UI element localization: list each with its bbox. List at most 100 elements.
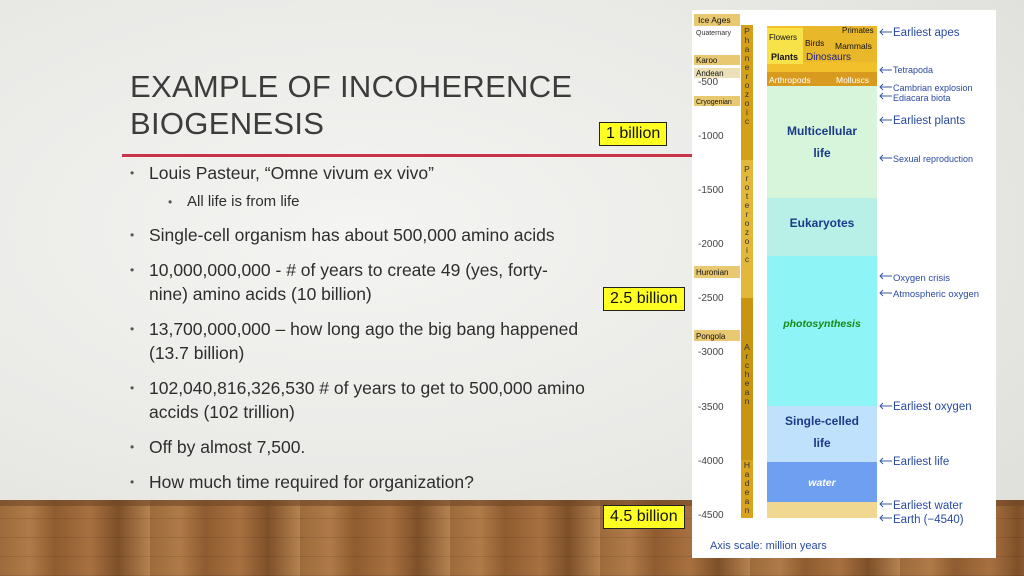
callout-2-5-billion: 2.5 billion bbox=[603, 287, 685, 311]
eon-proterozoic-bar bbox=[741, 160, 753, 298]
primates-label: Primates bbox=[842, 26, 874, 35]
event-label: Cambrian explosion bbox=[893, 83, 973, 93]
bullet-text: Off by almost 7,500. bbox=[149, 437, 306, 457]
bullet-item: • Louis Pasteur, “Omne vivum ex vivo” bbox=[130, 161, 434, 185]
tick-label: -3500 bbox=[698, 402, 724, 413]
ice-ages-label: Ice Ages bbox=[698, 15, 731, 25]
bullet-text-line1: 13,700,000,000 – how long ago the big ba… bbox=[149, 319, 579, 339]
bullet-text: Louis Pasteur, “Omne vivum ex vivo” bbox=[149, 163, 434, 183]
title-line-2: BIOGENESIS bbox=[130, 106, 325, 141]
tick-label: -3000 bbox=[698, 347, 724, 358]
event-label: Earliest plants bbox=[893, 115, 965, 127]
mammals-label: Mammals bbox=[835, 41, 872, 51]
andean-box bbox=[694, 68, 740, 78]
huronian-box bbox=[694, 266, 740, 278]
photosynthesis-block bbox=[767, 256, 877, 406]
event-label: Oxygen crisis bbox=[893, 273, 950, 284]
tick-label: -500 bbox=[698, 77, 718, 88]
tick-label: -1500 bbox=[698, 185, 724, 196]
cryogenian-box bbox=[694, 96, 740, 106]
bullet-item: • Single-cell organism has about 500,000… bbox=[130, 223, 555, 247]
andean-label: Andean bbox=[696, 69, 724, 78]
plants-label: Plants bbox=[771, 52, 798, 62]
arrow-icon bbox=[879, 116, 892, 124]
single-celled-block bbox=[767, 406, 877, 462]
tick-label: -4000 bbox=[698, 456, 724, 467]
arrow-icon bbox=[879, 402, 892, 410]
photosynthesis-label: photosynthesis bbox=[782, 318, 861, 330]
arrow-icon bbox=[879, 66, 892, 74]
event-label: Atmospheric oxygen bbox=[893, 289, 979, 300]
arthropods-block bbox=[767, 72, 877, 86]
water-block bbox=[767, 462, 877, 502]
karoo-label: Karoo bbox=[696, 56, 718, 65]
flowers-label: Flowers bbox=[769, 33, 797, 42]
eukaryotes-block bbox=[767, 198, 877, 256]
arrow-icon bbox=[879, 272, 892, 280]
quaternary-label: Quaternary bbox=[696, 30, 732, 37]
pongola-label: Pongola bbox=[696, 332, 726, 341]
event-label: Earliest water bbox=[893, 500, 963, 512]
bullet-item: • How much time required for organizatio… bbox=[130, 470, 474, 494]
bullet-marker: • bbox=[130, 322, 135, 336]
vertebrates-block bbox=[803, 26, 877, 62]
tick-label: -2500 bbox=[698, 293, 724, 304]
water-label: water bbox=[808, 477, 836, 489]
arrow-icon bbox=[879, 289, 892, 297]
event-label: Ediacara biota bbox=[893, 93, 951, 103]
eukaryotes-label: Eukaryotes bbox=[790, 216, 855, 230]
karoo-box bbox=[694, 55, 740, 65]
bullet-marker: • bbox=[130, 228, 135, 242]
bullet-text-line2: accids (102 trillion) bbox=[149, 402, 295, 422]
bullet-text: All life is from life bbox=[187, 193, 300, 210]
earth-formation-block bbox=[767, 502, 877, 518]
multicellular-life-block bbox=[767, 86, 877, 198]
arrow-icon bbox=[879, 514, 892, 522]
bullet-text: How much time required for organization? bbox=[149, 472, 474, 492]
bullet-marker: • bbox=[130, 381, 135, 395]
bullet-text-line2: nine) amino acids (10 billion) bbox=[149, 284, 372, 304]
bullet-text-line1: 102,040,816,326,530 # of years to get to… bbox=[149, 378, 585, 398]
single-celled-label-2: life bbox=[813, 436, 831, 450]
bullet-item: • Off by almost 7,500. bbox=[130, 435, 305, 459]
single-celled-label-1: Single-celled bbox=[785, 414, 859, 428]
bullet-item: • 102,040,816,326,530 # of years to get … bbox=[130, 376, 585, 424]
bullet-marker: • bbox=[168, 195, 173, 209]
callout-4-5-billion: 4.5 billion bbox=[603, 505, 685, 529]
arrow-icon bbox=[879, 28, 892, 36]
slide-title: EXAMPLE OF INCOHERENCE BIOGENESIS bbox=[130, 68, 610, 142]
ice-ages-box bbox=[694, 14, 740, 26]
bullet-marker: • bbox=[130, 475, 135, 489]
arrow-icon bbox=[879, 500, 892, 508]
cryogenian-label: Cryogenian bbox=[696, 99, 732, 106]
flowers-block bbox=[767, 28, 803, 48]
bullet-marker: • bbox=[130, 440, 135, 454]
arrow-icon bbox=[879, 92, 892, 100]
arrow-icon bbox=[879, 457, 892, 465]
event-label: Earliest life bbox=[893, 456, 949, 468]
bullet-marker: • bbox=[130, 263, 135, 277]
tick-label: -4500 bbox=[698, 510, 724, 521]
event-label: Tetrapoda bbox=[893, 65, 933, 75]
bullet-item: • 10,000,000,000 - # of years to create … bbox=[130, 258, 548, 306]
dinosaurs-label: Dinosaurs bbox=[806, 52, 851, 63]
sub-bullet-item: • All life is from life bbox=[168, 190, 300, 214]
axis-tick-labels: -500 -1000 -1500 -2000 -2500 -3000 -3500… bbox=[698, 77, 724, 521]
title-line-1: EXAMPLE OF INCOHERENCE bbox=[130, 69, 573, 104]
eon-hadean-bar bbox=[741, 460, 753, 518]
bullet-text: Single-cell organism has about 500,000 a… bbox=[149, 225, 555, 245]
eon-phanerozoic-bar bbox=[741, 25, 753, 160]
bullet-marker: • bbox=[130, 166, 135, 180]
bullet-text-line2: (13.7 billion) bbox=[149, 343, 245, 363]
multicellular-label-1: Multicellular bbox=[787, 124, 857, 138]
event-labels: Earliest apes Tetrapoda Cambrian explosi… bbox=[893, 27, 979, 526]
eon-archean-bar bbox=[741, 298, 753, 460]
title-divider bbox=[122, 154, 694, 157]
event-arrows bbox=[879, 28, 892, 522]
axis-caption: Axis scale: million years bbox=[710, 540, 827, 552]
birds-label: Birds bbox=[805, 38, 824, 48]
